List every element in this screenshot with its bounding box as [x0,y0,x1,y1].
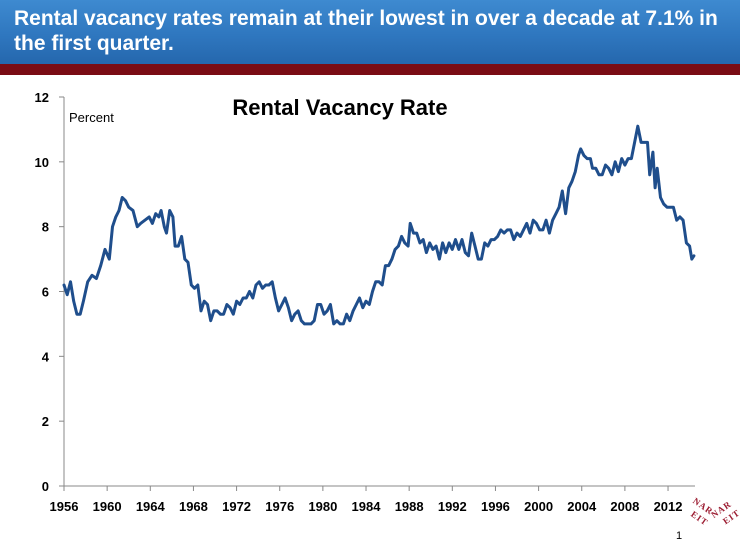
rental-vacancy-chart: 0 2 4 6 8 10 12 1956 1960 1964 1968 1972 1976 1980 198… [35,90,696,514]
title-banner: Rental vacancy rates remain at their low… [0,0,740,64]
x-tick-label: 2008 [610,499,639,514]
page-number: 1 [676,530,683,542]
chart-axes [63,97,695,487]
y-tick-label: 4 [42,349,50,364]
x-tick-label: 1992 [438,499,467,514]
series-line [62,124,696,326]
x-tick-label: 1976 [265,499,294,514]
x-tick-label: 2012 [654,499,683,514]
banner-divider [0,64,740,75]
x-tick-label: 1996 [481,499,510,514]
y-tick-label: 12 [35,90,49,105]
slide-headline: Rental vacancy rates remain at their low… [14,7,718,55]
x-tick-label: 1980 [308,499,337,514]
y-axis-label: Percent [69,110,114,125]
chart-ticks: 0 2 4 6 8 10 12 1956 1960 1964 1968 1972 1976 1980 198… [35,90,683,514]
x-tick-label: 1956 [50,499,79,514]
nareit-logo-icon: NAR EIT NAR EIT [690,496,740,528]
x-tick-label: 2004 [567,499,597,514]
x-tick-label: 2000 [524,499,553,514]
x-tick-label: 1960 [93,499,122,514]
x-tick-label: 1972 [222,499,251,514]
chart-title: Rental Vacancy Rate [232,95,447,120]
x-tick-label: 1988 [395,499,424,514]
y-tick-label: 6 [42,285,49,300]
y-tick-label: 8 [42,220,49,235]
x-tick-label: 1984 [352,499,382,514]
y-tick-label: 2 [42,414,49,429]
x-tick-label: 1968 [179,499,208,514]
y-tick-label: 10 [35,155,49,170]
y-tick-label: 0 [42,479,49,494]
chart-series [62,124,696,326]
x-tick-label: 1964 [136,499,166,514]
